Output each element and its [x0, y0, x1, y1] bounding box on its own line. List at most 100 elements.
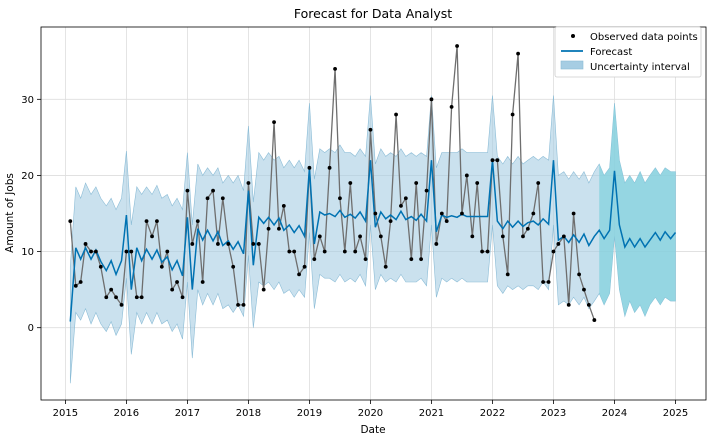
legend-observed-marker [571, 34, 575, 38]
observed-point [348, 181, 353, 185]
x-tick-label: 2017 [175, 408, 200, 419]
observed-point [505, 272, 510, 277]
observed-point [444, 219, 449, 224]
observed-point [216, 242, 220, 246]
observed-point [297, 272, 301, 277]
observed-point [378, 234, 383, 239]
observed-point [109, 287, 114, 292]
observed-point [577, 272, 581, 277]
x-tick-label: 2024 [602, 408, 627, 419]
legend-box [554, 26, 702, 78]
observed-point [307, 165, 312, 170]
observed-point [124, 249, 129, 254]
y-tick-label: 10 [21, 247, 34, 258]
observed-point [205, 196, 210, 201]
observed-point [236, 302, 240, 307]
y-axis: 0 10 20 30 [21, 95, 41, 334]
y-axis-label: Amount of Jobs [4, 173, 16, 253]
observed-point [251, 242, 256, 246]
observed-point [73, 283, 78, 288]
observed-point [353, 249, 358, 254]
observed-point [571, 211, 576, 216]
observed-point [556, 242, 561, 246]
observed-point [89, 249, 93, 254]
x-tick-label: 2025 [663, 408, 688, 419]
observed-point [495, 158, 500, 163]
uncertainty-band-area [69, 95, 676, 384]
observed-point [68, 219, 73, 224]
observed-point [342, 249, 347, 254]
observed-point [521, 234, 525, 239]
observed-point [94, 249, 98, 254]
observed-point [317, 234, 322, 239]
observed-point [368, 127, 373, 132]
observed-point [586, 302, 591, 307]
observed-point [226, 242, 231, 246]
future-uncertainty-area [599, 103, 676, 317]
observed-point [470, 234, 475, 239]
observed-connector-line [69, 45, 595, 321]
observed-point [302, 264, 307, 269]
observed-point [516, 51, 520, 56]
observed-point [287, 249, 292, 254]
observed-point [541, 280, 546, 284]
observed-point [165, 249, 170, 254]
observed-point [449, 105, 454, 109]
x-tick-label: 2016 [114, 408, 139, 419]
observed-point [231, 264, 236, 269]
forecast-line [69, 160, 677, 322]
observed-point [312, 257, 317, 262]
observed-point [134, 295, 139, 300]
observed-point [114, 295, 118, 300]
observed-point [429, 97, 434, 102]
observed-point [460, 211, 464, 216]
observed-point [322, 249, 327, 254]
observed-point [388, 219, 393, 224]
x-axis-label: Date [360, 424, 385, 436]
observed-point [185, 188, 190, 193]
observed-point [119, 302, 124, 307]
x-tick-label: 2022 [480, 408, 505, 419]
x-tick-label: 2020 [358, 408, 383, 419]
observed-point [434, 242, 439, 246]
y-tick-label: 30 [21, 95, 34, 106]
observed-points [68, 44, 597, 322]
observed-point [464, 173, 469, 178]
observed-point [98, 264, 103, 269]
observed-point [480, 249, 484, 254]
observed-point [190, 242, 195, 246]
observed-point [104, 295, 109, 300]
observed-point [592, 318, 597, 322]
observed-point [220, 196, 225, 201]
observed-point [272, 120, 276, 125]
observed-point [399, 203, 403, 208]
legend-forecast-label: Forecast [590, 47, 632, 58]
observed-point [490, 158, 495, 163]
x-axis: 2015 2016 2017 2018 2019 2020 2021 2022 2023 2024… [53, 400, 688, 419]
observed-point [195, 219, 200, 224]
x-tick-label: 2015 [53, 408, 78, 419]
observed-point [439, 211, 444, 216]
y-tick-label: 20 [21, 171, 34, 182]
observed-point [292, 249, 297, 254]
observed-point [531, 211, 536, 216]
observed-point [155, 219, 159, 224]
observed-point [281, 203, 286, 208]
observed-point [246, 181, 251, 185]
observed-point [139, 295, 144, 300]
legend: Observed data points Forecast Uncertaint… [554, 26, 702, 78]
observed-point [566, 302, 571, 307]
observed-point [175, 280, 179, 284]
observed-point [261, 287, 266, 292]
observed-point [546, 280, 551, 284]
observed-point [409, 257, 414, 262]
y-tick-label: 0 [28, 323, 34, 334]
observed-point [536, 181, 541, 185]
observed-point [170, 287, 175, 292]
observed-point [455, 44, 459, 48]
chart-title: Forecast for Data Analyst [294, 6, 452, 21]
observed-point [419, 257, 423, 262]
observed-point [414, 181, 419, 185]
observed-point [363, 257, 368, 262]
observed-point [150, 234, 154, 239]
